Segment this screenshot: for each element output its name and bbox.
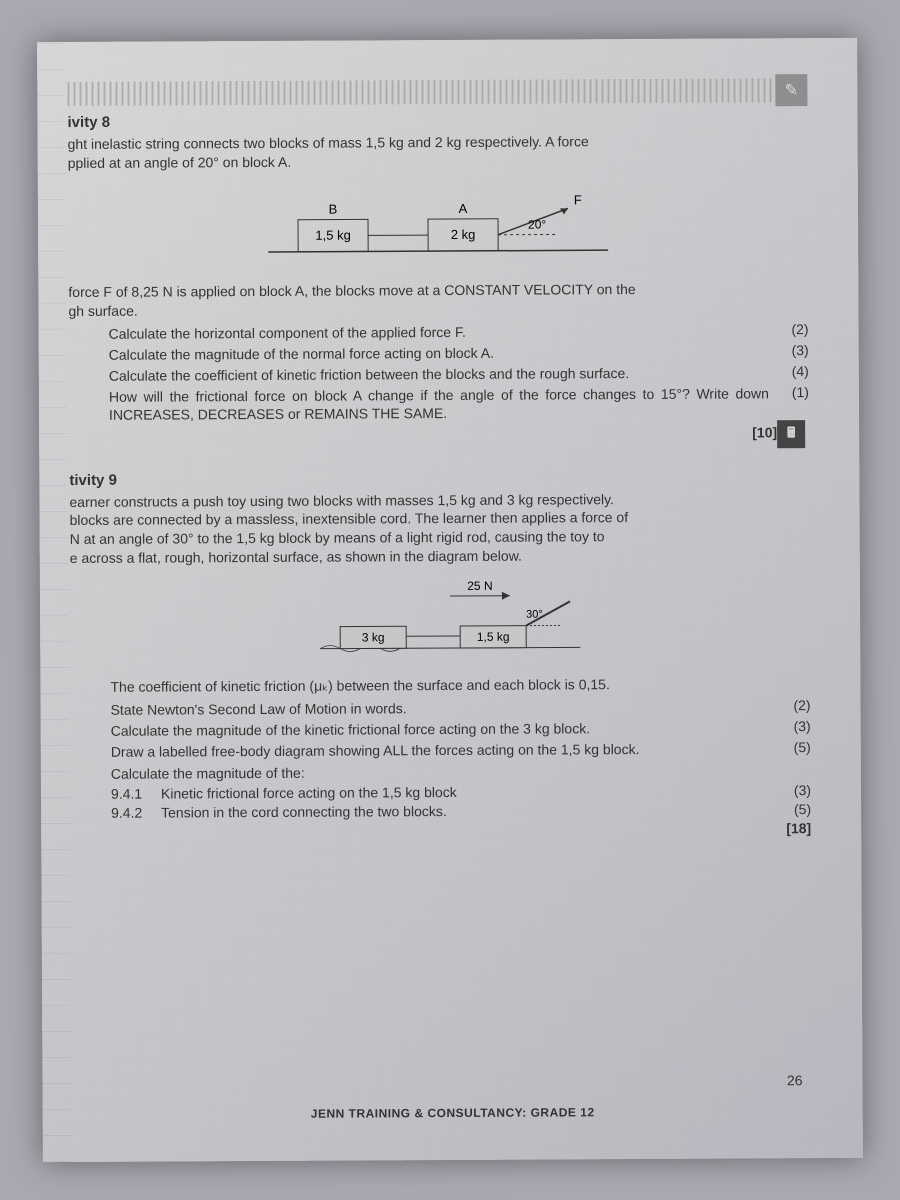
q8-3: Calculate the coefficient of kinetic fri… xyxy=(109,363,769,385)
fig9-force: 25 N xyxy=(467,579,492,593)
fig8-angle: 20° xyxy=(528,217,546,231)
act8-total: [10] xyxy=(752,424,777,440)
q9-1: State Newton's Second Law of Motion in w… xyxy=(111,697,771,719)
q9-3: Draw a labelled free-body diagram showin… xyxy=(111,740,771,762)
q8-2-marks: (3) xyxy=(769,342,809,358)
q9-3-marks: (5) xyxy=(771,739,811,755)
page-number: 26 xyxy=(787,1072,803,1088)
fig8-b-mass: 1,5 kg xyxy=(315,227,350,242)
clipboard-icon: ✎ xyxy=(775,74,807,106)
activity-8-questions: Calculate the horizontal component of th… xyxy=(109,321,810,444)
q9-4-1-num: 9.4.1 xyxy=(111,785,161,801)
activity-8-intro: ght inelastic string connects two blocks… xyxy=(68,131,808,173)
worksheet-page: ✎ ivity 8 ght inelastic string connects … xyxy=(37,38,863,1162)
q9-1-marks: (2) xyxy=(771,697,811,713)
activity-9-figure: 25 N 3 kg 1,5 kg 30° xyxy=(250,575,630,667)
calculator-icon: 🖩 xyxy=(777,420,805,448)
activity-9-questions: The coefficient of kinetic friction (μₖ)… xyxy=(110,674,811,839)
page-footer: JENN TRAINING & CONSULTANCY: GRADE 12 xyxy=(43,1104,863,1122)
q9-4-2-num: 9.4.2 xyxy=(111,804,161,820)
fig8-a-mass: 2 kg xyxy=(451,227,476,242)
q8-1: Calculate the horizontal component of th… xyxy=(109,321,769,343)
act9-total: [18] xyxy=(111,820,811,840)
fig9-angle: 30° xyxy=(526,609,543,621)
q9-mu: The coefficient of kinetic friction (μₖ)… xyxy=(110,674,810,697)
q8-4-marks: (1) xyxy=(769,384,809,400)
q8-4: How will the frictional force on block A… xyxy=(109,384,769,424)
activity-8-title: ivity 8 xyxy=(67,110,807,131)
q9-2: Calculate the magnitude of the kinetic f… xyxy=(111,718,771,740)
activity-9-title: tivity 9 xyxy=(69,468,809,489)
fig8-force-label: F xyxy=(574,192,582,207)
q9-4: Calculate the magnitude of the: xyxy=(111,761,771,783)
activity-8-condition: force F of 8,25 N is applied on block A,… xyxy=(68,279,808,321)
activity-8-figure: B 1,5 kg A 2 kg F 20° xyxy=(228,180,648,272)
q9-4-2-marks: (5) xyxy=(771,801,811,817)
fig9-right-mass: 1,5 kg xyxy=(477,630,510,644)
q9-2-marks: (3) xyxy=(771,718,811,734)
activity-9-intro: earner constructs a push toy using two b… xyxy=(69,489,809,568)
fig8-a-label: A xyxy=(459,201,468,216)
q8-2: Calculate the magnitude of the normal fo… xyxy=(109,342,769,364)
q9-4-1-marks: (3) xyxy=(771,782,811,798)
fig9-left-mass: 3 kg xyxy=(362,630,385,644)
q8-3-marks: (4) xyxy=(769,363,809,379)
paper-ruling xyxy=(37,42,71,1162)
q9-4-2: Tension in the cord connecting the two b… xyxy=(161,801,771,820)
q9-4-1: Kinetic frictional force acting on the 1… xyxy=(161,782,771,801)
fig8-b-label: B xyxy=(329,201,338,216)
header-rule: ✎ xyxy=(67,78,807,106)
q8-1-marks: (2) xyxy=(769,321,809,337)
